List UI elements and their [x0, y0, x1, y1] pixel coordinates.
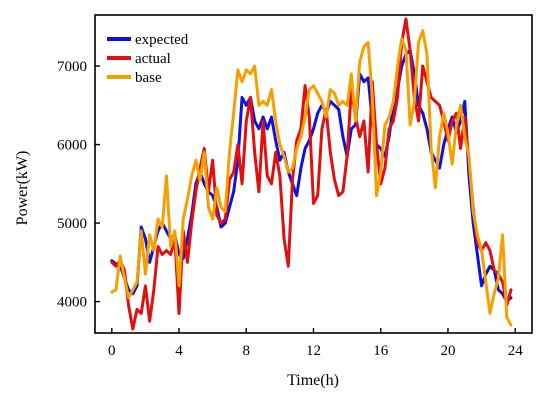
y-axis-ticks: 4000 5000 6000 7000: [57, 59, 100, 311]
x-axis-label: Time(h): [287, 372, 339, 389]
x-tick-label: 12: [306, 343, 321, 359]
x-tick-label: 4: [175, 343, 183, 359]
legend-label-expected: expected: [135, 32, 189, 48]
x-tick-label: 24: [508, 343, 524, 359]
series-line-base: [110, 29, 513, 327]
y-tick-label: 4000: [57, 295, 87, 311]
y-tick-label: 7000: [57, 59, 87, 75]
x-axis-ticks: 0 4 8 12 16 20 24: [108, 328, 523, 359]
x-tick-label: 0: [108, 343, 116, 359]
y-tick-label: 5000: [57, 216, 87, 232]
x-tick-label: 20: [440, 343, 455, 359]
legend: expected actual base: [107, 32, 189, 86]
series-line-actual: [110, 17, 513, 331]
y-tick-label: 6000: [57, 138, 87, 154]
x-tick-label: 8: [243, 343, 251, 359]
x-tick-label: 16: [373, 343, 389, 359]
legend-label-base: base: [135, 70, 162, 86]
legend-label-actual: actual: [135, 51, 171, 67]
y-axis-label: Power(kW): [14, 151, 31, 226]
plot-lines: [110, 17, 513, 331]
